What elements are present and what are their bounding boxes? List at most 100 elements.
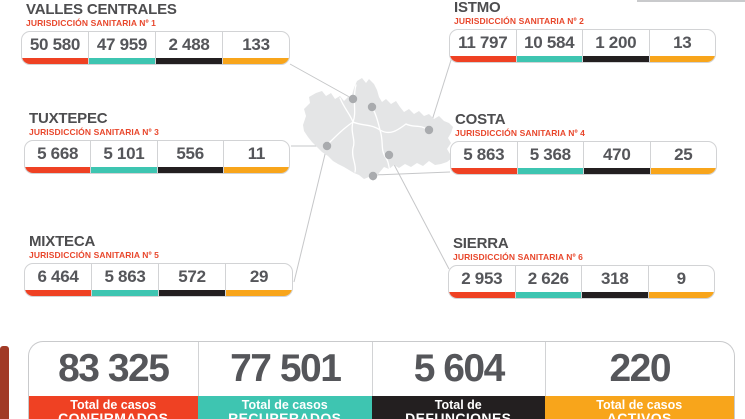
- deaths-count: 556: [176, 144, 204, 163]
- jurisdiction-title: TUXTEPEC: [29, 110, 108, 127]
- stat-cell-recovered: 5 101: [90, 141, 157, 173]
- stat-cell-recovered: 2 626: [514, 266, 581, 298]
- confirmed-count: 50 580: [29, 35, 81, 54]
- active-count: 13: [673, 33, 692, 52]
- active-color-bar: [650, 168, 716, 174]
- stat-cell-recovered: 10 584: [515, 30, 582, 62]
- jurisdiction-stats-card: 6 464 5 863 572 29: [24, 263, 293, 297]
- jurisdiction-title: VALLES CENTRALES: [26, 1, 177, 18]
- jurisdiction-title: COSTA: [455, 111, 506, 128]
- label-line1: Total de casos: [596, 398, 683, 412]
- stat-cell-recovered: 5 863: [91, 264, 158, 296]
- marker-sierra: [384, 150, 394, 160]
- oaxaca-state-shape: [303, 78, 453, 181]
- deaths-color-bar: [583, 56, 649, 62]
- confirmed-color-bar: [25, 167, 91, 173]
- active-color-bar: [223, 167, 289, 173]
- totals-panel: 83 325 Total de casos CONFIRMADOS 77 501…: [28, 341, 735, 419]
- cropped-top-edge-element: [637, 0, 745, 2]
- label-line1: Total de casos: [241, 398, 328, 412]
- jurisdiction-stats-card: 2 953 2 626 318 9: [448, 265, 715, 299]
- confirmed-count: 5 668: [37, 144, 79, 163]
- deaths-color-bar: [159, 290, 225, 296]
- recovered-color-bar: [515, 292, 581, 298]
- map-markers: [322, 94, 434, 181]
- stat-cell-deaths: 572: [158, 264, 225, 296]
- confirmed-count: 11 797: [458, 33, 508, 52]
- jurisdiction-title: SIERRA: [453, 235, 509, 252]
- total-deaths-label: Total de DEFUNCIONES: [372, 396, 545, 419]
- deaths-color-bar: [584, 168, 650, 174]
- label-line1: Total de casos: [70, 398, 157, 412]
- stat-cell-confirmed: 2 953: [449, 266, 515, 298]
- jurisdiction-subtitle: JURISDICCIÓN SANITARIA Nº 2: [454, 16, 585, 26]
- total-active: 220 Total de casos ACTIVOS: [544, 342, 734, 419]
- total-active-value: 220: [544, 342, 734, 396]
- confirmed-color-bar: [451, 168, 517, 174]
- leader-istmo: [428, 56, 453, 131]
- active-count: 133: [242, 35, 270, 54]
- active-color-bar: [226, 290, 292, 296]
- label-line2: ACTIVOS: [606, 410, 672, 419]
- total-deaths-value: 5 604: [372, 342, 545, 396]
- leader-valles-centrales: [289, 63, 354, 100]
- deaths-count: 2 488: [168, 35, 210, 54]
- stat-cell-active: 9: [647, 266, 714, 298]
- marker-mixteca: [322, 141, 332, 151]
- deaths-count: 1 200: [595, 33, 637, 52]
- jurisdiction-subtitle: JURISDICCIÓN SANITARIA Nº 1: [26, 18, 157, 28]
- active-color-bar: [649, 56, 715, 62]
- label-line2: DEFUNCIONES: [405, 410, 512, 419]
- deaths-color-bar: [156, 58, 222, 64]
- total-confirmed-label: Total de casos CONFIRMADOS: [29, 396, 198, 419]
- deaths-count: 318: [601, 269, 629, 288]
- active-count: 29: [249, 267, 269, 286]
- marker-tuxtepec: [367, 102, 377, 112]
- jurisdiction-stats-card: 50 580 47 959 2 488 133: [21, 31, 290, 65]
- stat-cell-active: 13: [648, 30, 715, 62]
- recovered-color-bar: [516, 56, 582, 62]
- stat-cell-deaths: 1 200: [582, 30, 649, 62]
- recovered-count: 47 959: [96, 35, 148, 54]
- confirmed-color-bar: [450, 56, 516, 62]
- total-deaths: 5 604 Total de DEFUNCIONES: [372, 342, 545, 419]
- recovered-count: 5 863: [104, 267, 146, 286]
- stat-cell-recovered: 47 959: [88, 32, 155, 64]
- stat-cell-confirmed: 50 580: [22, 32, 88, 64]
- deaths-count: 470: [603, 145, 631, 164]
- total-recovered-value: 77 501: [197, 342, 373, 396]
- stat-cell-active: 133: [222, 32, 289, 64]
- jurisdiction-sierra: SIERRA JURISDICCIÓN SANITARIA Nº 6 2 953…: [448, 236, 715, 299]
- stat-cell-active: 25: [649, 142, 716, 174]
- recovered-color-bar: [92, 290, 158, 296]
- jurisdiction-subtitle: JURISDICCIÓN SANITARIA Nº 6: [453, 252, 584, 262]
- total-confirmed-value: 83 325: [58, 347, 170, 390]
- recovered-count: 2 626: [527, 269, 569, 288]
- recovered-color-bar: [517, 168, 583, 174]
- confirmed-count: 6 464: [37, 267, 79, 286]
- confirmed-color-bar: [22, 58, 88, 64]
- marker-valles-centrales: [348, 94, 358, 104]
- jurisdiction-istmo: ISTMO JURISDICCIÓN SANITARIA Nº 2 11 797…: [449, 0, 716, 63]
- jurisdiction-tuxtepec: TUXTEPEC JURISDICCIÓN SANITARIA Nº 3 5 6…: [24, 111, 290, 174]
- jurisdiction-valles-centrales: VALLES CENTRALES JURISDICCIÓN SANITARIA …: [21, 2, 290, 65]
- stat-cell-deaths: 2 488: [155, 32, 222, 64]
- label-line1: Total de: [434, 398, 482, 412]
- stat-cell-active: 29: [225, 264, 292, 296]
- deaths-color-bar: [157, 167, 223, 173]
- confirmed-count: 2 953: [461, 269, 503, 288]
- leader-costa: [372, 171, 451, 176]
- jurisdiction-subtitle: JURISDICCIÓN SANITARIA Nº 5: [29, 250, 160, 260]
- confirmed-color-bar: [449, 292, 515, 298]
- stat-cell-recovered: 5 368: [516, 142, 583, 174]
- stat-cell-deaths: 318: [581, 266, 648, 298]
- label-line2: CONFIRMADOS: [58, 410, 169, 419]
- recovered-count: 10 584: [524, 33, 575, 52]
- jurisdiction-title: MIXTECA: [29, 233, 96, 250]
- confirmed-color-bar: [25, 290, 91, 296]
- stat-cell-deaths: 470: [583, 142, 650, 174]
- stat-cell-active: 11: [222, 141, 289, 173]
- cropped-left-edge-element: [0, 346, 9, 419]
